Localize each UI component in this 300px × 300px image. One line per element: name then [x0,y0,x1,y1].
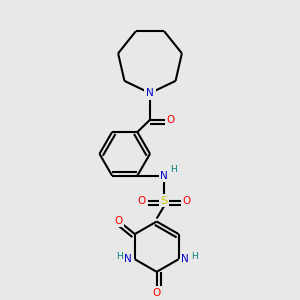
Text: O: O [167,115,175,125]
Text: S: S [160,196,168,206]
Text: N: N [160,171,168,181]
Text: H: H [190,252,197,261]
Text: O: O [114,216,123,226]
Text: H: H [171,165,177,174]
Text: H: H [116,252,123,261]
Text: O: O [138,196,146,206]
Text: N: N [124,254,132,264]
Text: O: O [182,196,190,206]
Text: N: N [181,254,189,264]
Text: N: N [146,88,154,98]
Text: O: O [153,287,161,298]
